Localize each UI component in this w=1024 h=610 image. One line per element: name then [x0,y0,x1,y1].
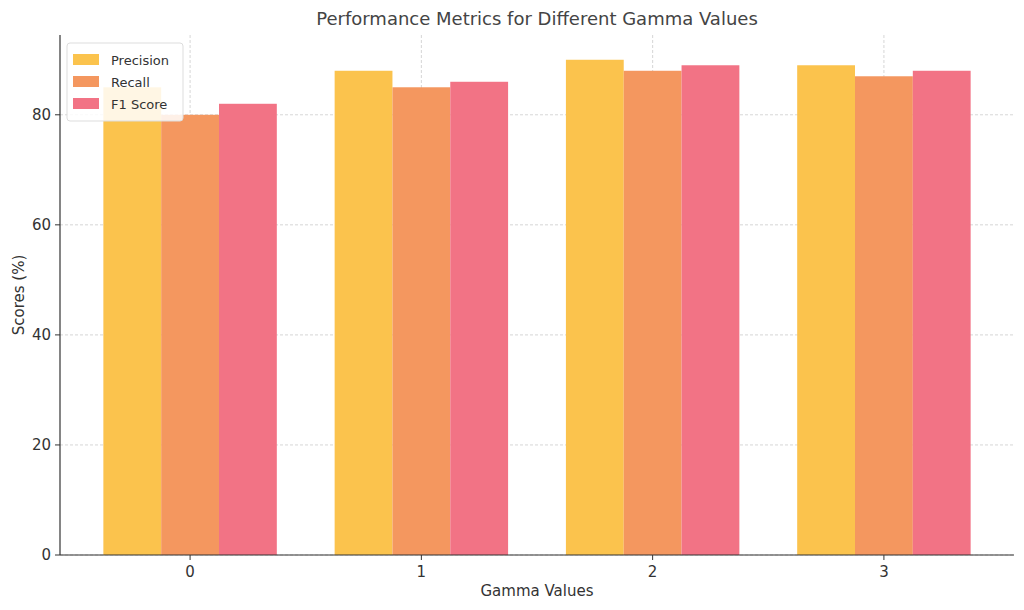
x-tick-label: 0 [185,563,195,581]
bar [450,82,508,555]
chart-container: 0 20 40 60 80 0 1 2 3 Performance Metrics for Dif… [0,0,1024,610]
grid-line-y [60,555,1014,556]
grid [60,35,1014,555]
bar [797,65,855,555]
y-tick-label: 20 [32,436,51,454]
bar [682,65,740,555]
bar [855,76,913,555]
bar [566,60,624,555]
x-axis-line [60,554,1014,555]
y-tick-label: 80 [32,106,51,124]
x-tick [883,555,884,560]
x-tick-label: 2 [648,563,658,581]
legend-label: Precision [111,53,169,68]
x-tick-label: 3 [879,563,889,581]
y-tick-label: 0 [41,546,51,564]
legend-swatch [73,76,99,87]
x-tick-label: 1 [417,563,427,581]
y-tick [55,444,60,445]
legend-box [67,43,183,121]
y-axis-label: Scores (%) [10,255,28,336]
legend-label: F1 Score [111,97,167,112]
bar [219,104,277,555]
y-tick [55,555,60,556]
bar [624,71,682,555]
bar [103,87,161,555]
x-tick [190,555,191,560]
x-tick [421,555,422,560]
y-tick [55,334,60,335]
bar [392,87,450,555]
bars [103,60,970,555]
bar [161,115,219,555]
y-axis-line [59,35,60,555]
y-tick-label: 40 [32,326,51,344]
legend-label: Recall [111,75,150,90]
y-tick [55,224,60,225]
bar [913,71,971,555]
axes: 0 20 40 60 80 0 1 2 3 [32,35,1014,581]
bar [335,71,393,555]
y-tick-label: 60 [32,216,51,234]
x-tick [652,555,653,560]
x-axis-label: Gamma Values [480,582,593,600]
chart-svg: 0 20 40 60 80 0 1 2 3 Performance Metrics for Dif… [0,0,1024,610]
legend-swatch [73,54,99,65]
legend-swatch [73,98,99,109]
legend: Precision Recall F1 Score [67,43,183,121]
title: Performance Metrics for Different Gamma … [316,8,758,29]
y-tick [55,114,60,115]
